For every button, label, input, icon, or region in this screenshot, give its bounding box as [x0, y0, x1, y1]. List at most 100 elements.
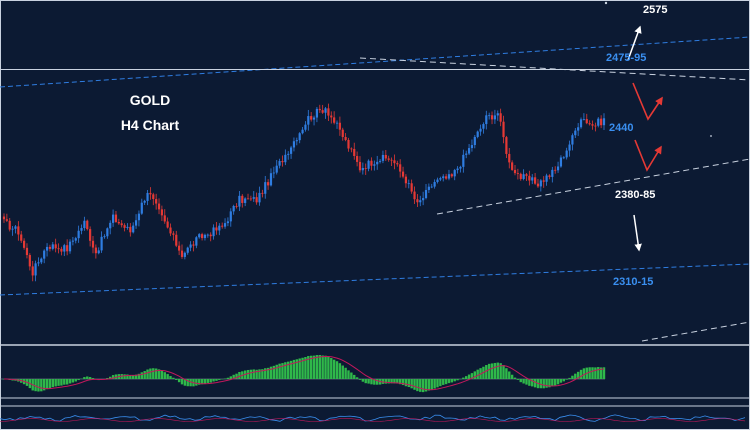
candle-body: [390, 159, 393, 161]
macd-bar: [137, 373, 141, 379]
macd-bar: [309, 355, 313, 379]
candle-body: [264, 182, 267, 194]
candle-body: [57, 248, 60, 250]
candle-body: [536, 183, 540, 187]
macd-bar: [111, 375, 115, 379]
macd-bar: [361, 379, 365, 382]
macd-bar: [444, 379, 448, 385]
right-marker-dot: [710, 135, 712, 137]
macd-bar: [505, 368, 508, 379]
macd-bar: [307, 355, 310, 379]
candle-body: [157, 203, 161, 210]
macd-bar: [424, 379, 428, 392]
red-projection-lower: [634, 139, 662, 172]
candle-body: [330, 115, 333, 118]
candle-body: [427, 186, 430, 190]
macd-bar: [129, 375, 132, 379]
candle-body: [450, 174, 453, 177]
candle-body: [534, 177, 537, 184]
candle-body: [106, 228, 109, 237]
macd-bar: [353, 374, 356, 379]
macd-bar: [261, 369, 264, 379]
macd-bar: [413, 379, 416, 390]
upper-channel-line: [0, 36, 750, 88]
macd-bar: [292, 359, 296, 379]
candle-body: [229, 211, 232, 222]
macd-bar: [209, 379, 212, 383]
macd-bar: [559, 379, 563, 383]
macd-bar: [218, 379, 221, 380]
macd-bar: [485, 365, 488, 379]
macd-bar: [358, 379, 362, 380]
macd-bar: [430, 379, 433, 390]
macd-bar: [332, 359, 336, 379]
macd-bar: [42, 379, 46, 391]
candle-body: [91, 240, 95, 248]
candle-body: [241, 195, 244, 203]
candle-body: [493, 115, 497, 120]
candle-body: [399, 164, 402, 172]
candle-body: [212, 227, 215, 237]
macd-bar: [65, 379, 69, 385]
lower-channel-line: [0, 263, 750, 296]
macd-bar: [516, 379, 520, 380]
candle-body: [473, 136, 476, 146]
macd-bar: [419, 379, 422, 392]
macd-bar: [545, 379, 548, 388]
candle-body: [180, 250, 184, 257]
macd-bar: [186, 379, 189, 387]
candle-body: [459, 166, 462, 169]
candle-body: [488, 115, 491, 117]
candle-body: [186, 247, 189, 253]
macd-bar: [496, 362, 499, 379]
macd-bar: [131, 375, 135, 379]
macd-bar: [407, 379, 410, 388]
candle-body: [508, 153, 511, 163]
macd-bar: [433, 379, 436, 389]
candle-body: [31, 266, 34, 276]
candle-body: [111, 214, 115, 223]
macd-bar: [551, 379, 554, 387]
candle-body: [109, 222, 112, 229]
candle-body: [238, 195, 241, 207]
candle-body: [401, 171, 405, 177]
candle-body: [433, 182, 436, 187]
macd-bar: [232, 374, 235, 379]
candle-body: [577, 127, 580, 131]
macd-bar: [594, 367, 597, 379]
candle-body: [496, 113, 499, 116]
candle-body: [48, 246, 52, 249]
candle-body: [134, 220, 138, 226]
candle-body: [324, 108, 327, 113]
candle-body: [140, 202, 143, 214]
candle-body: [94, 247, 97, 254]
candle-body: [335, 122, 339, 124]
candle-body: [404, 176, 408, 184]
red-projection-upper: [632, 82, 663, 121]
macd-bar: [235, 373, 238, 379]
candle-body: [315, 108, 319, 118]
macd-bar: [123, 374, 126, 379]
macd-bar: [175, 379, 178, 381]
macd-bar: [109, 376, 112, 379]
descending-trend-line: [359, 57, 750, 81]
macd-bar: [88, 377, 92, 379]
candle-body: [289, 147, 293, 154]
macd-bar: [490, 363, 494, 379]
macd-bar: [106, 378, 109, 379]
label-upper-target: 2575: [643, 4, 668, 16]
macd-bar: [169, 376, 172, 379]
candle-body: [562, 157, 565, 159]
macd-bar: [341, 365, 344, 379]
macd-bar: [427, 379, 431, 391]
candle-body: [126, 226, 129, 228]
candle-body: [80, 228, 83, 231]
macd-bar: [275, 364, 278, 379]
candle-body: [221, 225, 224, 227]
candle-body: [37, 262, 40, 264]
macd-bar: [576, 371, 580, 379]
candle-body: [261, 192, 264, 194]
candle-body: [416, 199, 419, 203]
candle-body: [203, 234, 207, 239]
macd-bar: [473, 371, 477, 379]
